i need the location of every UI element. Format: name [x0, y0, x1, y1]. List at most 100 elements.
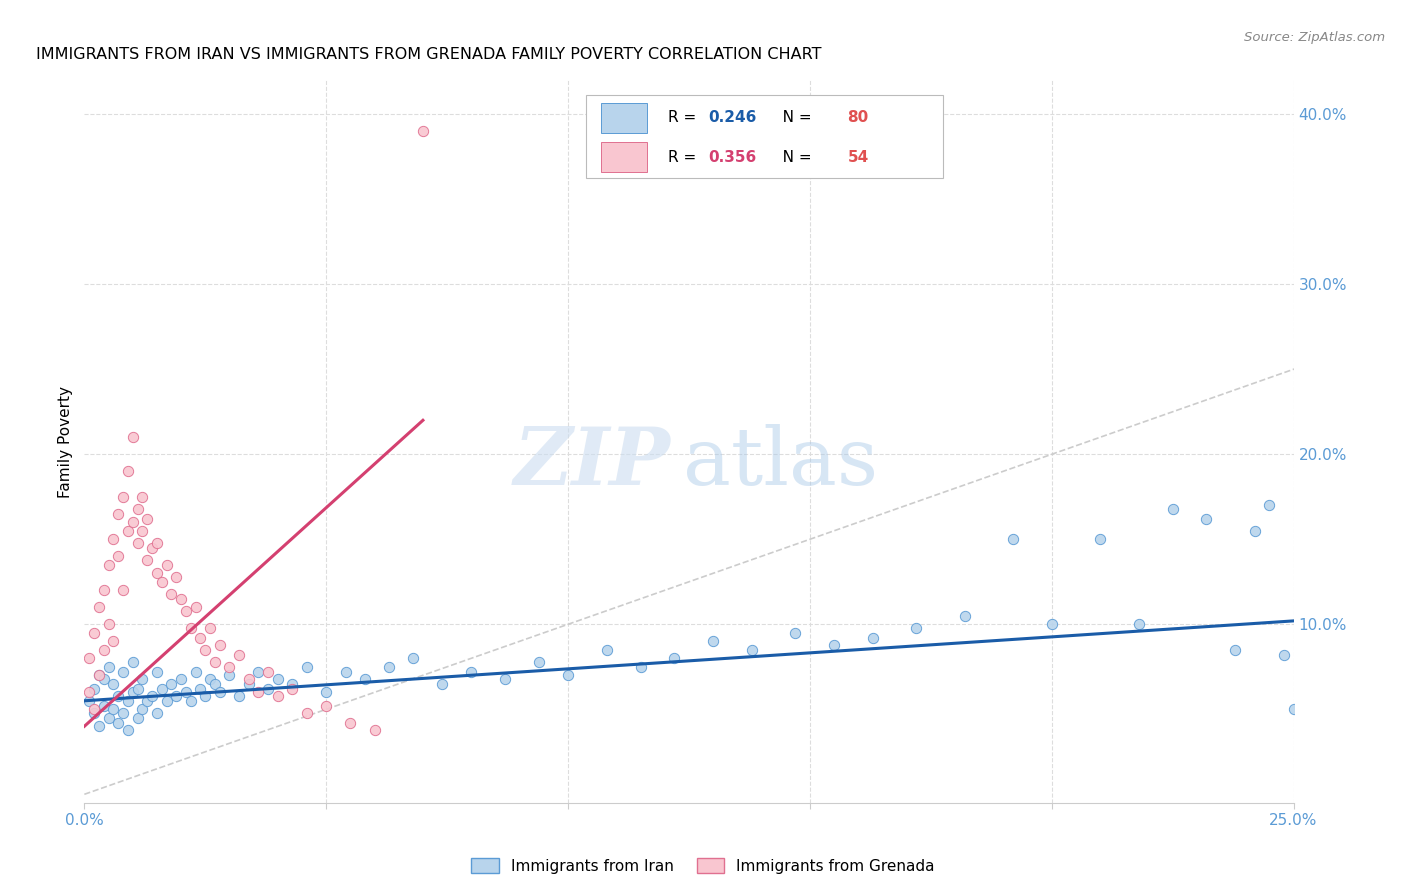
Point: [103, 677, 125, 691]
Point: [190, 631, 212, 645]
Point: [378, 660, 401, 674]
Point: [146, 706, 169, 720]
Point: [131, 524, 153, 538]
Point: [155, 558, 177, 572]
Point: [127, 501, 149, 516]
Point: [281, 681, 304, 696]
Text: R =: R =: [668, 111, 702, 126]
Legend: Immigrants from Iran, Immigrants from Grenada: Immigrants from Iran, Immigrants from Gr…: [465, 852, 941, 880]
Point: [1088, 533, 1111, 547]
Point: [194, 642, 217, 657]
Text: N =: N =: [768, 150, 815, 164]
Point: [905, 621, 928, 635]
Point: [117, 694, 139, 708]
Text: ZIP: ZIP: [515, 425, 671, 502]
Point: [87, 719, 110, 733]
Point: [117, 723, 139, 737]
Point: [112, 706, 135, 720]
Point: [87, 668, 110, 682]
Point: [295, 660, 318, 674]
Point: [121, 516, 143, 530]
Point: [87, 600, 110, 615]
Point: [785, 625, 807, 640]
Point: [112, 665, 135, 679]
Point: [184, 600, 207, 615]
Point: [228, 648, 250, 662]
Point: [127, 681, 149, 696]
Text: atlas: atlas: [683, 425, 877, 502]
Point: [267, 672, 290, 686]
Point: [1243, 524, 1265, 538]
Point: [97, 660, 120, 674]
Point: [107, 689, 129, 703]
Text: 0.246: 0.246: [709, 111, 756, 126]
Point: [103, 702, 125, 716]
Point: [432, 677, 454, 691]
Point: [363, 723, 385, 737]
Point: [412, 124, 434, 138]
Point: [155, 694, 177, 708]
Point: [953, 608, 976, 623]
Point: [198, 621, 221, 635]
Point: [194, 689, 217, 703]
Point: [295, 706, 318, 720]
Point: [107, 715, 129, 730]
Point: [1128, 617, 1150, 632]
Point: [1001, 533, 1024, 547]
Point: [204, 655, 226, 669]
Point: [87, 668, 110, 682]
Point: [127, 711, 149, 725]
Point: [664, 651, 686, 665]
Point: [77, 694, 100, 708]
Point: [107, 549, 129, 564]
Point: [184, 665, 207, 679]
Point: [823, 638, 845, 652]
Point: [83, 702, 105, 716]
Point: [165, 570, 187, 584]
FancyBboxPatch shape: [600, 142, 647, 172]
Point: [228, 689, 250, 703]
Point: [267, 689, 290, 703]
Point: [141, 541, 163, 555]
Point: [83, 625, 105, 640]
Point: [315, 698, 337, 713]
Text: 54: 54: [848, 150, 869, 164]
Point: [150, 574, 173, 589]
Point: [160, 677, 183, 691]
Point: [121, 655, 143, 669]
Point: [174, 604, 197, 618]
Point: [460, 665, 482, 679]
Point: [121, 430, 143, 444]
Point: [702, 634, 724, 648]
Text: R =: R =: [668, 150, 702, 164]
Point: [136, 512, 159, 526]
Point: [121, 685, 143, 699]
Point: [117, 464, 139, 478]
Point: [257, 665, 280, 679]
Point: [596, 642, 619, 657]
Point: [527, 655, 550, 669]
Point: [93, 583, 115, 598]
Point: [141, 689, 163, 703]
Point: [339, 715, 361, 730]
Point: [93, 672, 115, 686]
Point: [83, 681, 105, 696]
Point: [281, 677, 304, 691]
Point: [862, 631, 884, 645]
Point: [218, 660, 240, 674]
Point: [131, 672, 153, 686]
Point: [131, 702, 153, 716]
Point: [494, 672, 516, 686]
Text: Source: ZipAtlas.com: Source: ZipAtlas.com: [1244, 31, 1385, 45]
Point: [112, 583, 135, 598]
Point: [112, 490, 135, 504]
Point: [630, 660, 652, 674]
Point: [97, 711, 120, 725]
Point: [741, 642, 763, 657]
Point: [136, 552, 159, 566]
Point: [150, 681, 173, 696]
Point: [103, 533, 125, 547]
Text: 0.356: 0.356: [709, 150, 756, 164]
Point: [335, 665, 357, 679]
Point: [198, 672, 221, 686]
